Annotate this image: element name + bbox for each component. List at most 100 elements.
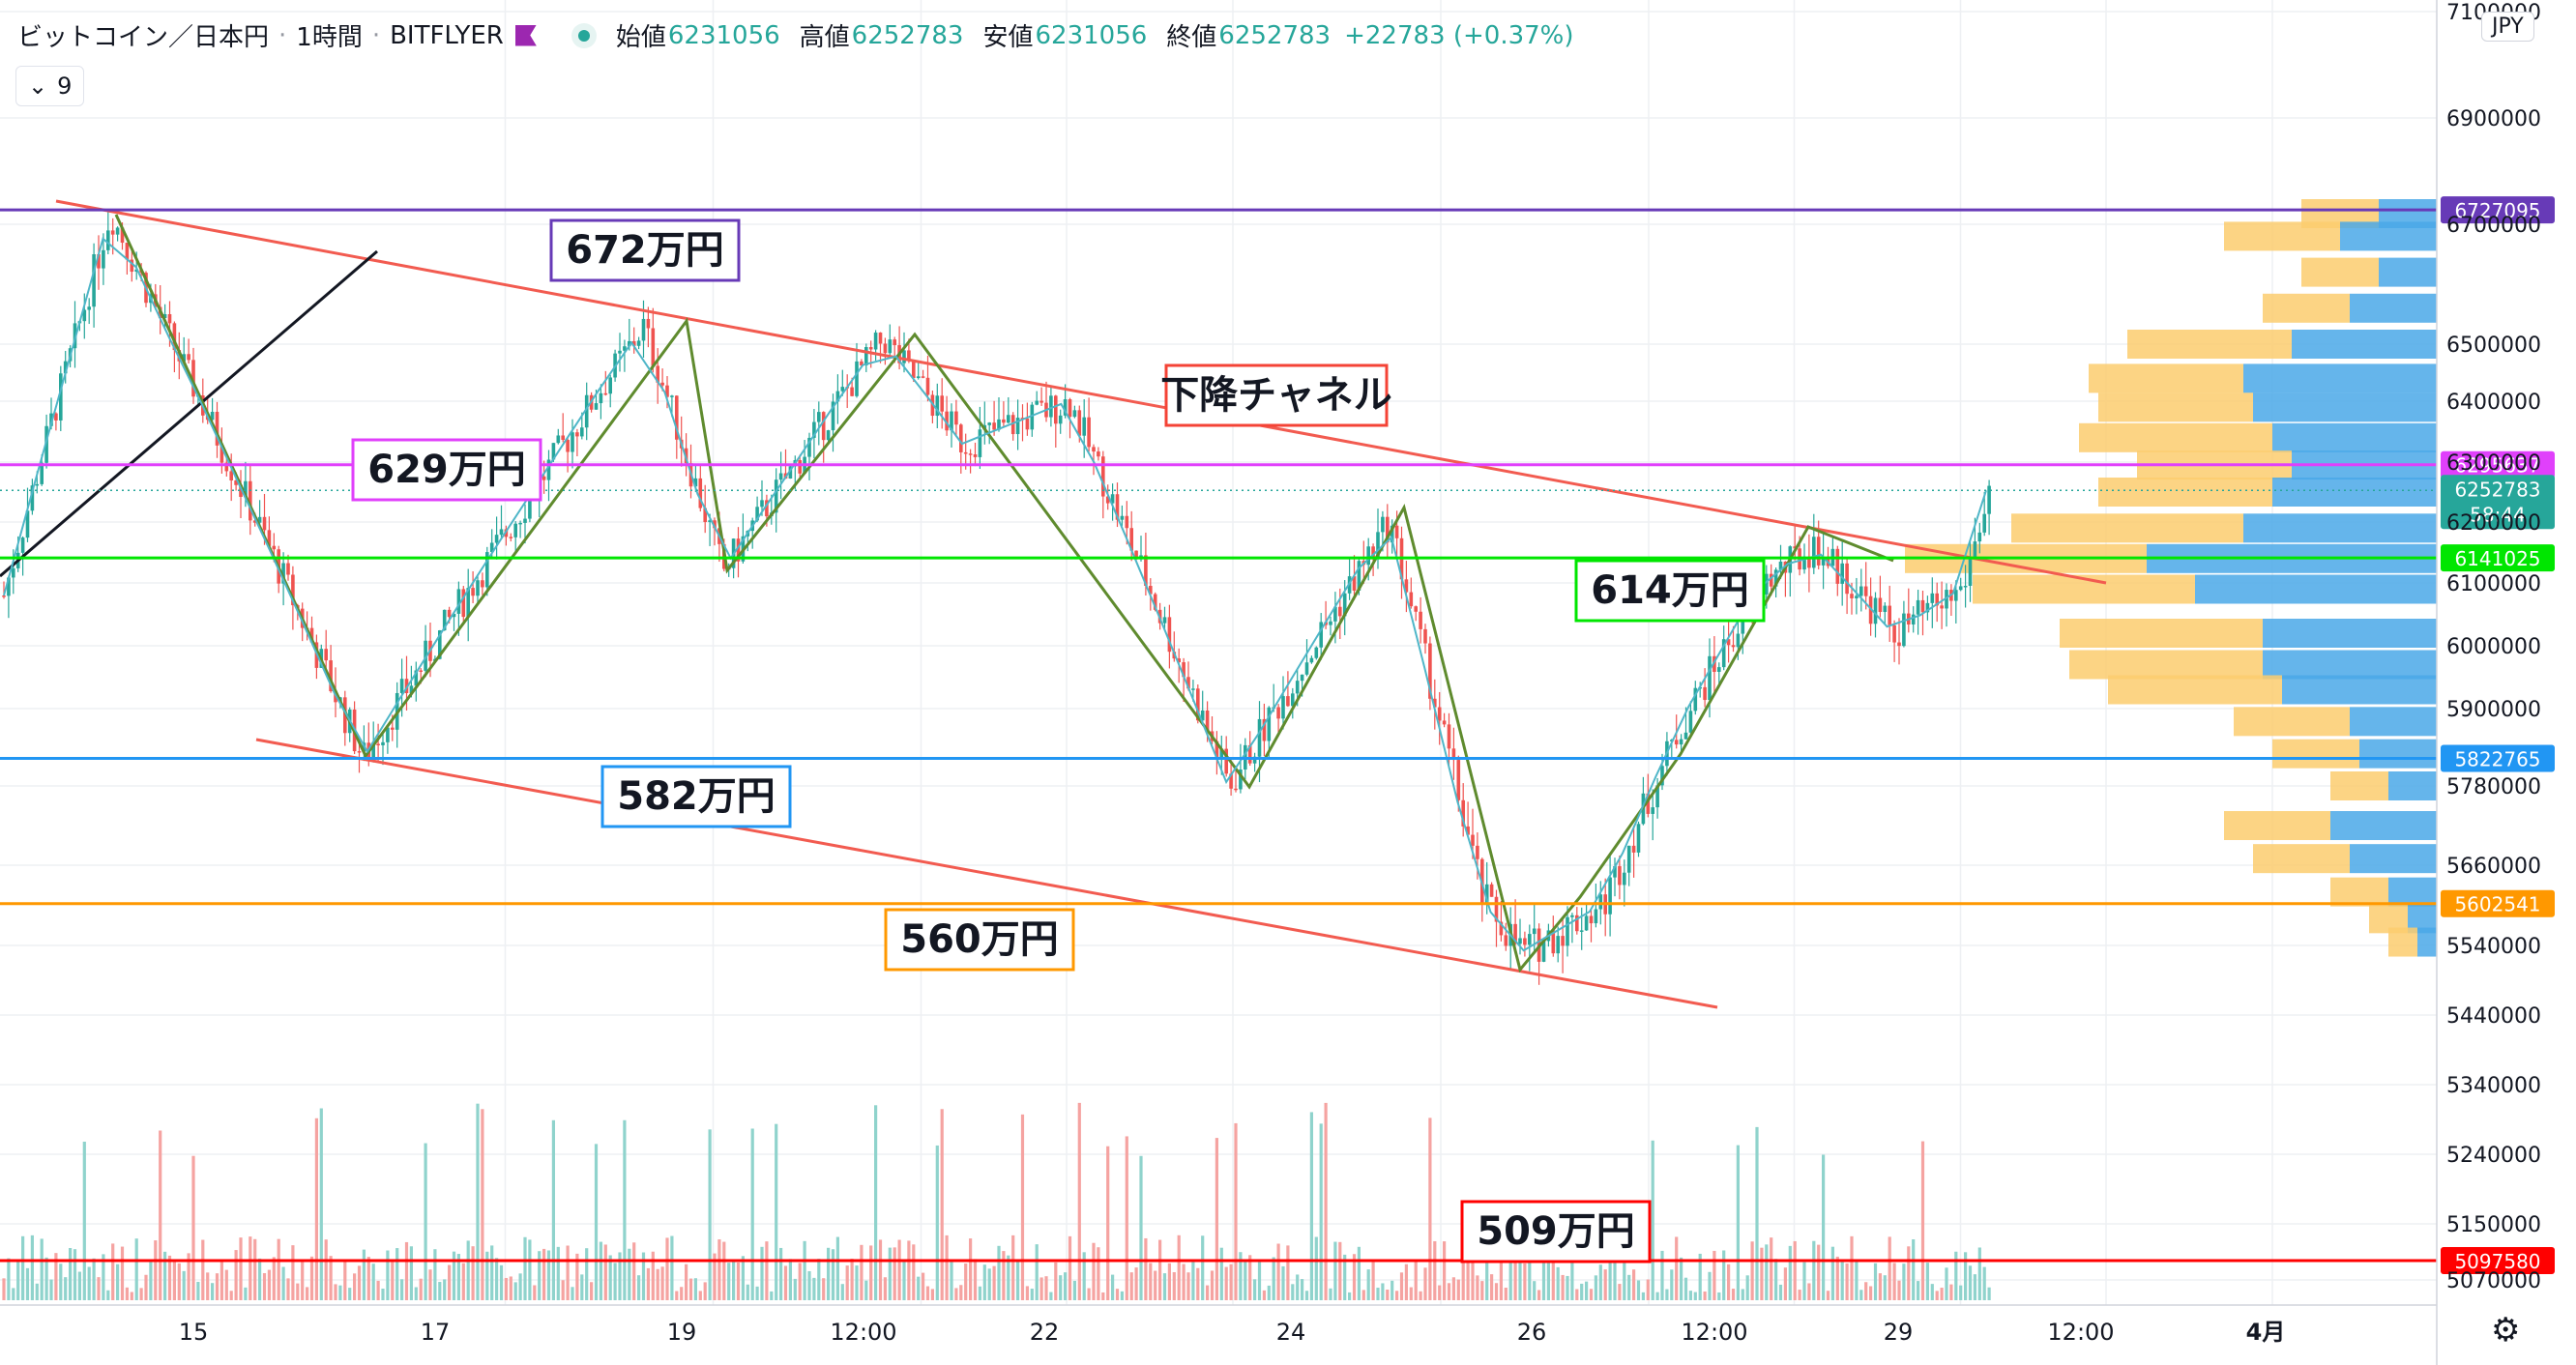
market-status-icon: [571, 22, 597, 48]
candle-body: [1532, 928, 1537, 935]
price-tick-label: 5780000: [2446, 775, 2541, 799]
interval[interactable]: 1時間: [296, 23, 363, 52]
price-tick-label: 5900000: [2446, 698, 2541, 722]
price-tick-label: 6900000: [2446, 107, 2541, 131]
volume-bar: [182, 1270, 186, 1300]
volume-bar: [177, 1263, 181, 1300]
volume-bar: [125, 1287, 129, 1300]
volume-bar: [1025, 1286, 1029, 1300]
volume-profile-bar-up: [2350, 707, 2437, 737]
volume-bar: [736, 1262, 741, 1300]
candle-body: [1982, 513, 1986, 533]
candle-body: [239, 484, 243, 498]
flag-icon[interactable]: [514, 24, 537, 46]
volume-bar: [575, 1253, 579, 1300]
volume-bar: [1675, 1236, 1679, 1300]
volume-bar: [964, 1263, 968, 1300]
candle-body: [1219, 748, 1224, 761]
trend-drawings: [0, 199, 2107, 1009]
candle-body: [1855, 595, 1859, 598]
volume-profile-bar-down: [2069, 650, 2263, 680]
candle-body: [992, 422, 996, 430]
volume-bar: [1286, 1245, 1290, 1300]
candle-body: [386, 727, 390, 742]
volume-bar: [922, 1272, 925, 1300]
volume-bar: [249, 1236, 252, 1300]
candle-body: [1708, 655, 1712, 701]
volume-bar: [1925, 1263, 1929, 1300]
volume-bar: [1490, 1274, 1494, 1300]
volume-bar: [538, 1251, 542, 1300]
volume-bar: [1556, 1266, 1560, 1300]
candle-body: [1651, 807, 1654, 814]
time-axis: 15 17 19 12:00 22 24 26 12:00 29 12:00 4月: [0, 1304, 2437, 1346]
candle-body: [1802, 556, 1806, 570]
volume-bar: [1888, 1236, 1891, 1300]
volume-bar: [874, 1105, 878, 1300]
candle-body: [693, 478, 698, 487]
candle-body: [329, 660, 333, 692]
volume-bar: [1381, 1283, 1385, 1300]
candle-body: [1381, 516, 1385, 533]
close-label: 終値: [1166, 23, 1217, 52]
volume-bar: [338, 1285, 342, 1300]
candle-body: [1589, 915, 1594, 924]
annotation-text: 560万円: [900, 917, 1059, 962]
candle-body: [945, 411, 949, 431]
volume-bar: [651, 1251, 655, 1300]
volume-bar: [1537, 1290, 1541, 1300]
volume-bar: [485, 1251, 489, 1300]
volume-bar: [1438, 1285, 1442, 1300]
volume-bar: [466, 1240, 470, 1300]
candle-body: [476, 580, 480, 596]
candle-body: [1428, 643, 1432, 699]
indicator-toggle-button[interactable]: ⌄ 9: [15, 66, 85, 106]
candle-body: [1357, 561, 1361, 591]
volume-bar: [1371, 1260, 1375, 1300]
gear-icon[interactable]: ⚙: [2491, 1311, 2521, 1350]
volume-bar: [12, 1288, 15, 1300]
candle-body: [343, 697, 347, 734]
volume-bar: [1741, 1289, 1744, 1300]
volume-bar: [1129, 1272, 1133, 1300]
currency-button[interactable]: JPY: [2481, 12, 2534, 42]
candle-body: [40, 462, 44, 484]
candle-body: [850, 387, 854, 396]
candle-body: [257, 516, 262, 523]
volume-bar: [978, 1286, 981, 1300]
volume-bar: [77, 1271, 81, 1300]
price-level-tag: [2441, 889, 2555, 917]
volume-bar: [476, 1103, 480, 1300]
candle-body: [49, 413, 53, 426]
price-level-tag: [2441, 1247, 2555, 1275]
candle-body: [1352, 576, 1357, 591]
volume-bar: [1683, 1277, 1688, 1300]
candle-body: [1878, 597, 1883, 613]
candle-body: [1911, 614, 1916, 624]
volume-bar: [641, 1252, 646, 1300]
candle-body: [1778, 561, 1783, 570]
volume-profile-bar-up: [2282, 675, 2437, 705]
last-price-value: 6252783: [2454, 478, 2540, 501]
volume-bar: [1935, 1291, 1939, 1300]
volume-bar: [244, 1287, 248, 1300]
candle-body: [272, 545, 277, 550]
volume-bar: [253, 1238, 257, 1300]
symbol-name[interactable]: ビットコイン／日本円: [17, 23, 270, 52]
candle-body: [220, 445, 224, 463]
candle-body: [912, 360, 916, 379]
volume-bar: [656, 1268, 659, 1300]
volume-profile-bar-up: [2388, 771, 2437, 800]
volume-bar: [499, 1264, 504, 1300]
candle-body: [703, 508, 707, 523]
volume-bar: [1167, 1263, 1171, 1300]
candle-body: [371, 743, 375, 760]
volume-bar: [306, 1287, 309, 1300]
volume-bar: [732, 1261, 736, 1300]
open-value: 6231056: [667, 20, 780, 50]
volume-bar: [44, 1257, 48, 1300]
volume-bar: [840, 1284, 844, 1300]
volume-bar: [1386, 1289, 1390, 1300]
candle-body: [466, 588, 470, 618]
